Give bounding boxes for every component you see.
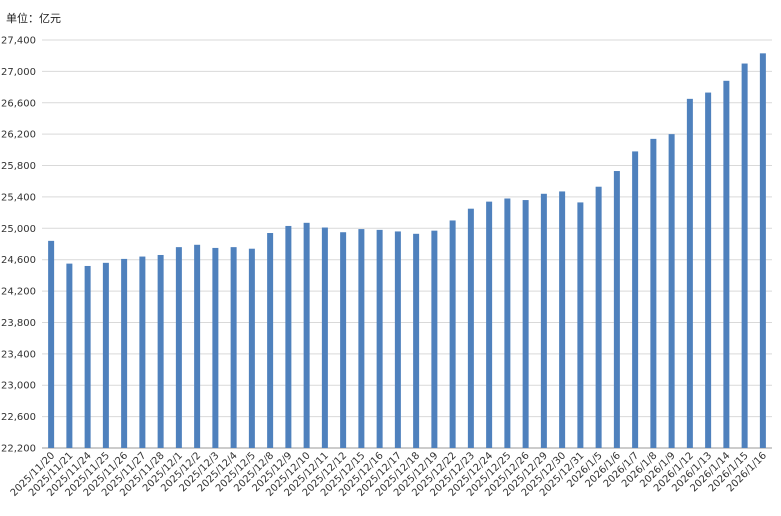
bar [303, 222, 310, 448]
y-tick-label: 24,600 [1, 255, 36, 266]
bar [157, 254, 164, 448]
bar [632, 151, 639, 448]
bar [449, 220, 456, 448]
y-tick-label: 22,600 [1, 412, 36, 423]
bar [139, 256, 146, 448]
y-tick-label: 26,600 [1, 98, 36, 109]
bar [668, 134, 675, 448]
y-tick-label: 26,200 [1, 130, 36, 141]
y-tick-label: 23,400 [1, 349, 36, 360]
bar [267, 233, 274, 448]
y-tick-label: 22,200 [1, 444, 36, 455]
bar [613, 171, 620, 448]
bar [504, 198, 511, 448]
bar [394, 231, 401, 448]
bar [175, 247, 182, 448]
bar [66, 263, 73, 448]
bar [230, 247, 237, 448]
bar [650, 138, 657, 448]
bar [248, 248, 255, 448]
y-tick-label: 23,000 [1, 381, 36, 392]
bar [376, 229, 383, 448]
y-tick-label: 23,800 [1, 318, 36, 329]
bar [48, 240, 55, 448]
bar [559, 191, 566, 448]
bar [577, 202, 584, 448]
bar [486, 201, 493, 448]
y-tick-label: 27,000 [1, 67, 36, 78]
unit-label: 单位：亿元 [6, 12, 61, 25]
bar [759, 53, 766, 448]
bar [522, 200, 529, 448]
bar [121, 258, 128, 448]
bar [84, 265, 91, 448]
bar [340, 232, 347, 448]
y-tick-label: 25,400 [1, 192, 36, 203]
bar [467, 208, 474, 448]
y-tick-label: 24,200 [1, 287, 36, 298]
bar [102, 262, 109, 448]
y-tick-label: 27,400 [1, 36, 36, 47]
bar [212, 247, 219, 448]
bar [285, 225, 292, 448]
y-tick-label: 25,800 [1, 161, 36, 172]
bar [595, 186, 602, 448]
bar [723, 80, 730, 449]
bar [540, 193, 547, 448]
bar [413, 233, 420, 448]
bar [194, 244, 201, 448]
bar [358, 229, 365, 448]
bar [431, 230, 438, 448]
bar [741, 63, 748, 449]
bar [686, 98, 693, 448]
y-tick-label: 25,000 [1, 224, 36, 235]
bar [321, 227, 328, 448]
bar [705, 92, 712, 449]
